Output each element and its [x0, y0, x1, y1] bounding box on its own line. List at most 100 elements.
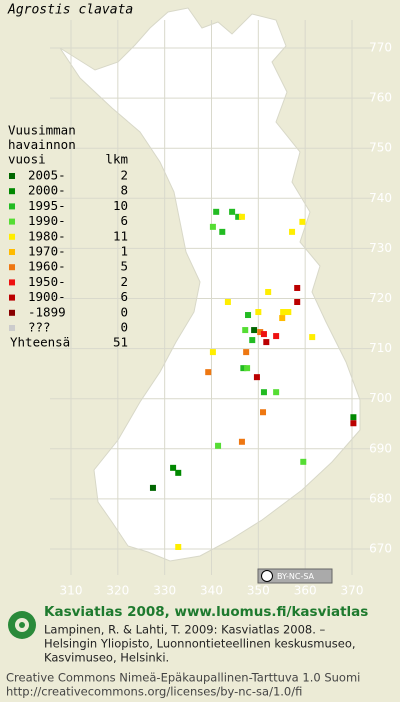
legend-total-label: Yhteensä	[10, 335, 70, 350]
observation-marker	[273, 333, 280, 340]
observation-marker	[251, 327, 258, 334]
legend-swatch	[9, 325, 15, 331]
legend-label: 1995-	[28, 198, 66, 213]
observation-marker	[280, 309, 287, 316]
y-tick-label: 740	[369, 191, 392, 205]
observation-marker	[242, 327, 249, 334]
grid: 310 320 330 340 350 360 3706706806907007107207…	[50, 20, 392, 598]
observation-marker	[350, 420, 357, 427]
legend-swatch	[9, 309, 15, 316]
badge-text: BY-NC-SA	[277, 572, 315, 581]
legend-count: 0	[120, 320, 128, 335]
observation-marker	[294, 299, 301, 306]
legend-count: 6	[120, 213, 128, 228]
y-tick-label: 720	[369, 291, 392, 305]
observation-marker	[289, 228, 296, 235]
observation-marker	[224, 299, 231, 306]
observation-marker	[238, 438, 245, 445]
legend-swatch	[9, 203, 15, 210]
legend-count: 11	[113, 228, 128, 243]
legend-count: 10	[113, 198, 128, 213]
observation-marker	[240, 365, 247, 372]
observation-marker	[244, 365, 251, 372]
citation-line: Kasvimuseo, Helsinki.	[44, 651, 169, 665]
legend-count: 1	[120, 244, 128, 259]
observation-marker	[255, 309, 262, 316]
observation-marker	[260, 331, 267, 338]
x-tick-label: 330	[153, 584, 176, 598]
y-tick-label: 680	[369, 491, 392, 505]
x-tick-label: 310	[60, 584, 83, 598]
observation-marker	[350, 414, 357, 421]
footer: Lampinen, R. & Lahti, T. 2009: Kasviatla…	[6, 623, 360, 699]
legend-count: 5	[120, 259, 128, 274]
observation-marker	[279, 315, 286, 322]
observation-marker	[299, 218, 306, 225]
observation-marker	[209, 349, 216, 356]
observation-marker	[175, 543, 182, 550]
legend-label: 1970-	[28, 244, 66, 259]
legend-label: 2005-	[28, 168, 66, 183]
observation-marker	[175, 469, 182, 476]
observation-marker	[260, 389, 267, 396]
y-tick-label: 690	[369, 441, 392, 455]
legend-label: 2000-	[28, 183, 66, 198]
x-tick-label: 340	[200, 584, 223, 598]
legend-label: -1899	[28, 304, 66, 319]
x-tick-label: 360	[294, 584, 317, 598]
observation-marker	[260, 409, 267, 416]
legend-label: ???	[28, 320, 51, 335]
observation-marker	[149, 484, 156, 491]
observation-marker	[213, 208, 220, 215]
legend-swatch	[9, 173, 15, 179]
y-tick-label: 760	[369, 91, 392, 105]
legend-heading: havainnon	[8, 137, 76, 152]
legend-swatch	[9, 188, 15, 195]
observation-marker	[170, 464, 177, 471]
y-tick-label: 710	[369, 341, 392, 355]
legend-heading: Vuusimman	[8, 123, 76, 138]
legend-count: 6	[120, 289, 128, 304]
legend-count: 2	[120, 274, 128, 289]
observation-marker	[219, 228, 226, 235]
species-title: Agrostis clavata	[7, 3, 133, 18]
observation-marker	[294, 284, 301, 291]
legend-label: 1980-	[28, 228, 66, 243]
license-line: Creative Commons Nimeä-Epäkaupallinen-Ta…	[6, 671, 360, 685]
legend-swatch	[9, 249, 15, 255]
legend-label: 1960-	[28, 259, 66, 274]
legend-label: 1990-	[28, 213, 66, 228]
observation-marker	[300, 458, 307, 465]
observation-marker	[257, 329, 264, 336]
observation-marker	[209, 223, 216, 230]
y-tick-label: 670	[369, 542, 392, 556]
license-line: http://creativecommons.org/licenses/by-n…	[6, 685, 302, 699]
observation-marker	[205, 369, 212, 376]
observation-marker	[265, 288, 272, 295]
x-tick-label: 350	[247, 584, 270, 598]
observation-marker	[238, 213, 245, 220]
legend-total: 51	[113, 335, 128, 350]
finland-outline	[59, 7, 361, 562]
observation-marker	[273, 389, 280, 396]
legend-count: 0	[120, 304, 128, 319]
observation-marker	[285, 309, 292, 316]
legend-label: 1950-	[28, 274, 66, 289]
y-tick-label: 730	[369, 241, 392, 255]
cc-badge: BY-NC-SA	[257, 568, 333, 584]
observation-marker	[309, 334, 316, 341]
legend-swatch	[9, 233, 15, 240]
legend-swatch	[9, 279, 15, 286]
observation-marker	[249, 337, 256, 344]
observation-marker	[229, 208, 236, 215]
citation-line: Helsingin Yliopisto, Luonnontieteellinen…	[44, 637, 356, 651]
legend-count: 2	[120, 168, 128, 183]
legend-swatch	[9, 264, 15, 271]
y-tick-label: 700	[369, 391, 392, 405]
observation-marker	[235, 213, 242, 220]
citation-line: Lampinen, R. & Lahti, T. 2009: Kasviatla…	[44, 623, 326, 637]
x-tick-label: 370	[341, 584, 364, 598]
